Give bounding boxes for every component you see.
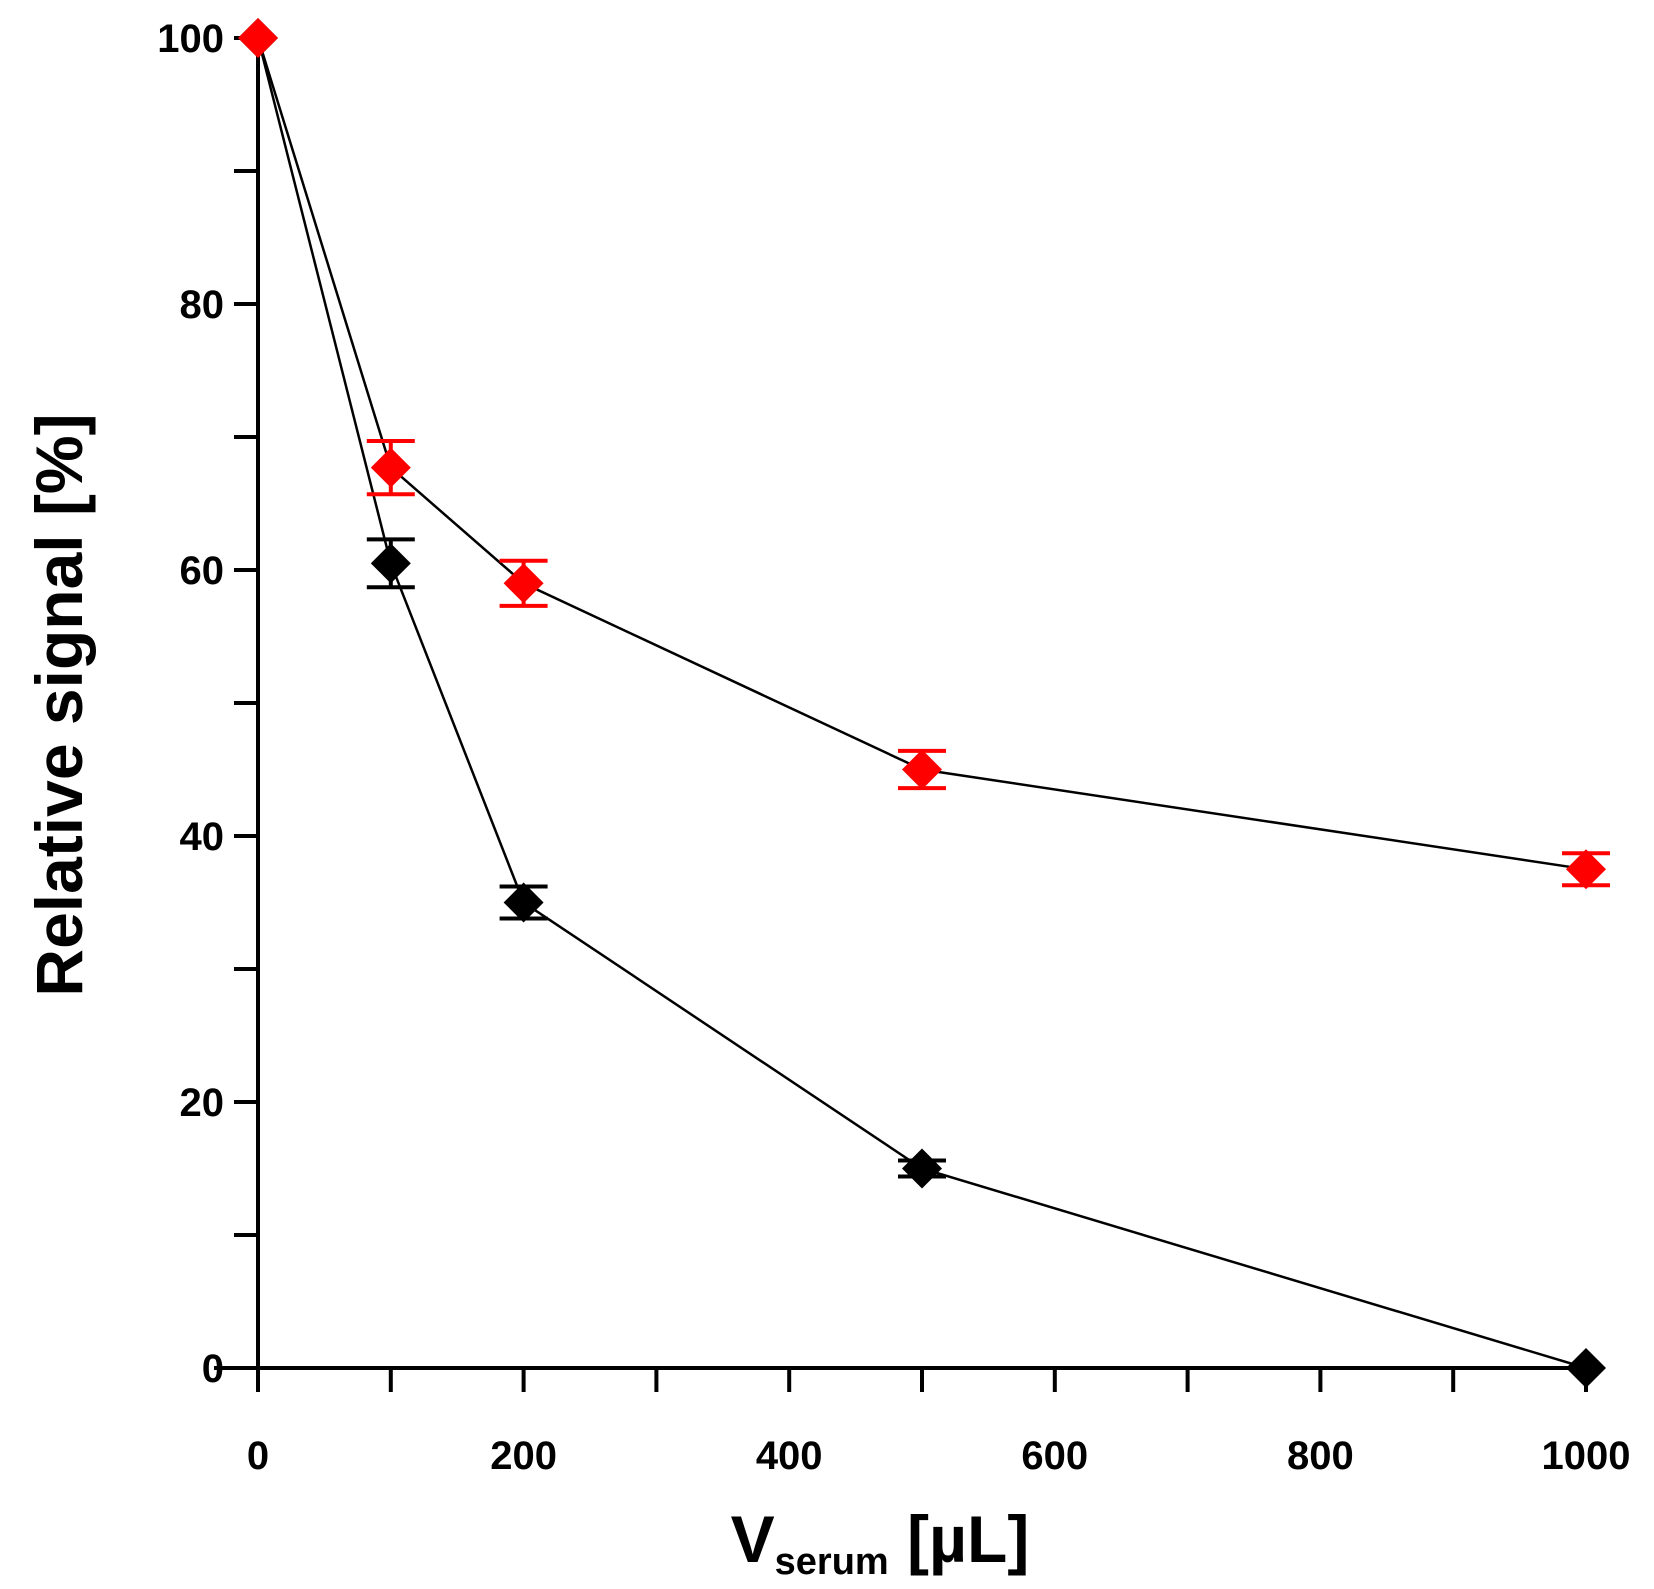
x-tick-label: 800 xyxy=(1287,1434,1354,1478)
x-tick-label: 600 xyxy=(1021,1434,1088,1478)
series-red xyxy=(238,18,1610,890)
axes xyxy=(214,30,1596,1370)
x-axis-title: Vserum [µL] xyxy=(731,1502,1030,1583)
y-tick-label: 20 xyxy=(180,1081,225,1125)
x-tick-label: 200 xyxy=(490,1434,557,1478)
x-axis-title-unit: [µL] xyxy=(889,1502,1030,1576)
x-tick-label: 0 xyxy=(247,1434,269,1478)
x-tick-label: 400 xyxy=(756,1434,823,1478)
x-axis-title-main: V xyxy=(731,1502,775,1576)
x-axis-title-sub: serum xyxy=(775,1541,889,1583)
y-tick-label: 60 xyxy=(180,549,225,593)
data-point xyxy=(1566,849,1606,890)
y-tick-label: 0 xyxy=(202,1347,224,1391)
data-point xyxy=(1566,1348,1606,1388)
y-tick-label: 100 xyxy=(157,17,224,61)
series-layer xyxy=(238,18,1610,1388)
y-axis-title: Relative signal [%] xyxy=(22,413,96,996)
data-point xyxy=(370,543,411,584)
data-point xyxy=(503,563,544,604)
series-line xyxy=(256,37,1587,871)
y-tick-label: 40 xyxy=(180,815,225,859)
series-black xyxy=(238,18,1606,1388)
data-point xyxy=(503,882,544,923)
data-point xyxy=(370,447,411,488)
y-tick-label: 80 xyxy=(180,283,225,327)
data-point xyxy=(902,1148,942,1189)
data-point xyxy=(238,18,278,58)
x-tick-label: 1000 xyxy=(1542,1434,1631,1478)
data-point xyxy=(902,749,942,790)
